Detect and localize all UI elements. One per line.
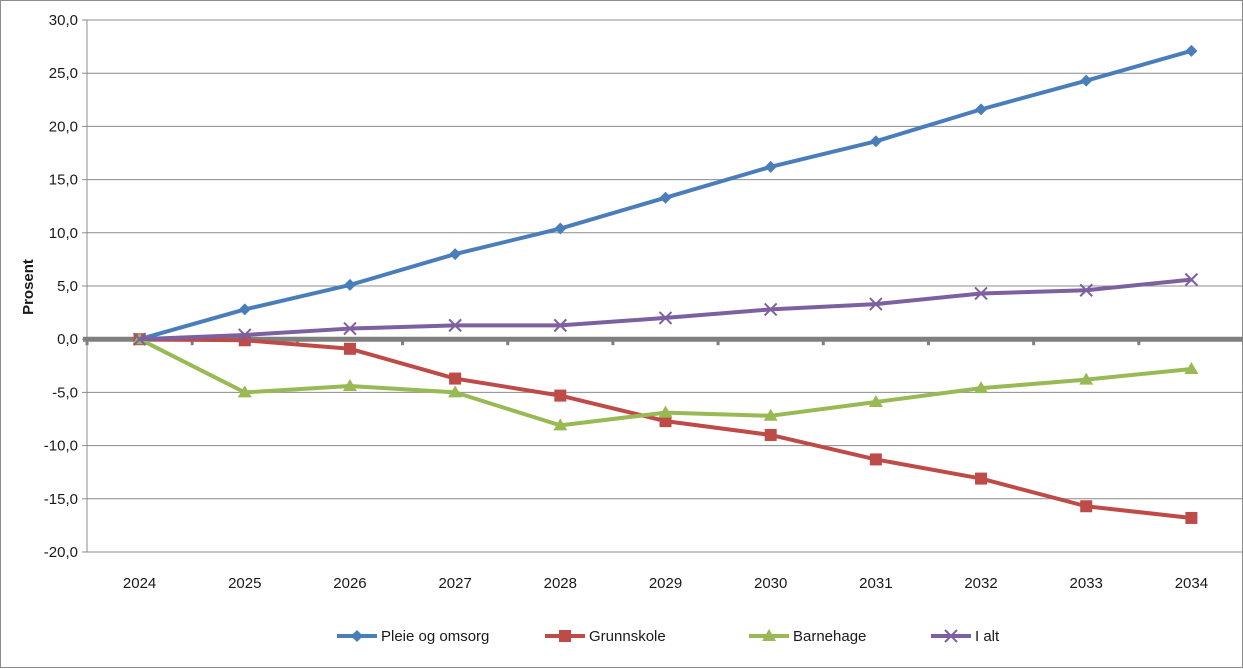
y-tick-label: 0,0 bbox=[57, 331, 78, 348]
y-tick-label: 5,0 bbox=[57, 278, 78, 295]
data-point bbox=[659, 415, 672, 428]
y-tick-label: -10,0 bbox=[44, 438, 78, 455]
data-point bbox=[237, 385, 252, 398]
data-point bbox=[553, 418, 568, 431]
series-line bbox=[139, 277, 1192, 342]
data-point bbox=[1184, 361, 1199, 374]
x-tick-label: 2026 bbox=[333, 575, 366, 592]
data-point bbox=[869, 297, 883, 311]
y-tick-label: -15,0 bbox=[44, 491, 78, 508]
legend-marker bbox=[762, 629, 776, 641]
y-tick-label: -20,0 bbox=[44, 544, 78, 561]
y-tick-label: -5,0 bbox=[52, 384, 78, 401]
data-point bbox=[343, 278, 356, 291]
data-point bbox=[1185, 44, 1198, 57]
data-point bbox=[975, 472, 988, 485]
data-point bbox=[868, 394, 883, 407]
data-point bbox=[763, 408, 778, 421]
y-tick-label: 30,0 bbox=[49, 12, 78, 29]
data-point bbox=[132, 332, 147, 346]
x-tick-label: 2025 bbox=[228, 575, 261, 592]
x-tick-label: 2027 bbox=[438, 575, 471, 592]
data-point bbox=[764, 160, 777, 173]
data-point bbox=[1184, 272, 1199, 287]
legend-label: I alt bbox=[975, 628, 1000, 645]
data-point bbox=[869, 453, 882, 466]
y-tick-label: 10,0 bbox=[49, 225, 78, 242]
x-tick-label: 2032 bbox=[964, 575, 997, 592]
y-tick-label: 20,0 bbox=[49, 118, 78, 135]
data-point bbox=[238, 328, 252, 342]
x-tick-label: 2033 bbox=[1070, 575, 1103, 592]
x-tick-label: 2034 bbox=[1175, 575, 1208, 592]
x-tick-label: 2028 bbox=[544, 575, 577, 592]
data-point bbox=[448, 385, 463, 398]
data-point bbox=[1185, 511, 1198, 524]
data-point bbox=[554, 389, 567, 402]
data-point bbox=[869, 135, 882, 148]
x-tick-label: 2030 bbox=[754, 575, 787, 592]
data-point bbox=[449, 372, 462, 385]
tick-labels: -20,0 -15,0 -10,0 -5,0 0,0 5,0 10,0 15,0 20,0 25,… bbox=[44, 12, 1208, 592]
data-point bbox=[658, 311, 673, 325]
y-axis-title: Prosent bbox=[20, 259, 37, 315]
legend-entry: Pleie og omsorg bbox=[337, 628, 489, 645]
data-point bbox=[448, 318, 462, 333]
data-point bbox=[764, 428, 777, 441]
data-point bbox=[1079, 372, 1094, 385]
data-point bbox=[974, 381, 989, 394]
y-tick-label: 25,0 bbox=[49, 65, 78, 82]
legend-marker bbox=[944, 629, 958, 643]
y-tick-label: 15,0 bbox=[49, 172, 78, 189]
legend-label: Pleie og omsorg bbox=[381, 628, 489, 645]
legend-label: Grunnskole bbox=[589, 628, 666, 645]
data-point bbox=[975, 103, 988, 116]
x-tick-label: 2029 bbox=[649, 575, 682, 592]
legend-label: Barnehage bbox=[793, 628, 866, 645]
legend: Pleie og omsorg Grunnskole Barnehage I alt bbox=[337, 628, 1000, 645]
legend-marker bbox=[351, 630, 363, 642]
data-point bbox=[343, 342, 356, 355]
legend-entry: Barnehage bbox=[749, 628, 866, 645]
data-point bbox=[343, 321, 357, 336]
data-point bbox=[659, 191, 672, 204]
data-point bbox=[553, 318, 568, 333]
legend-marker bbox=[559, 630, 571, 642]
data-point bbox=[1080, 74, 1093, 87]
data-point bbox=[763, 302, 778, 317]
data-point bbox=[449, 248, 462, 261]
legend-entry: I alt bbox=[931, 628, 1000, 645]
data-point bbox=[1080, 500, 1093, 513]
gridlines bbox=[87, 19, 1243, 553]
data-point bbox=[1079, 283, 1093, 297]
data-point bbox=[238, 303, 251, 316]
x-tick-label: 2024 bbox=[123, 575, 156, 592]
data-point bbox=[554, 222, 567, 235]
legend-entry: Grunnskole bbox=[545, 628, 666, 645]
axes bbox=[82, 19, 1243, 553]
series-line bbox=[139, 337, 1192, 520]
data-point bbox=[658, 405, 673, 418]
series-lines bbox=[132, 44, 1199, 524]
x-tick-label: 2031 bbox=[859, 575, 892, 592]
data-point bbox=[974, 286, 988, 301]
data-point bbox=[342, 379, 357, 392]
